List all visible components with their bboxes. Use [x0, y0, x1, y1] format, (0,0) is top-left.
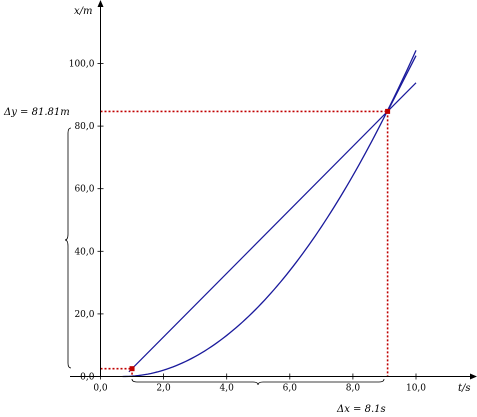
series-curve-upper: [387, 55, 417, 112]
series-secant: [128, 82, 417, 373]
series-group: [122, 50, 417, 378]
points: [129, 108, 391, 372]
x-axis-title: t/s: [458, 383, 471, 394]
y-tick-label: 0,0: [80, 373, 95, 383]
y-tick-label: 40,0: [74, 247, 94, 257]
braces: [64, 127, 385, 386]
x-tick-label: 10,0: [406, 384, 426, 394]
marked-point: [385, 108, 391, 114]
y-axis-arrow: [97, 0, 104, 7]
x-tick-label: 2,0: [156, 384, 171, 394]
guide-lines: [100, 110, 389, 377]
y-tick-label: 60,0: [74, 185, 94, 195]
x-tick-label: 8,0: [346, 384, 361, 394]
delta-x-brace: [131, 378, 385, 386]
series-curve: [122, 50, 417, 378]
marked-point: [129, 366, 135, 372]
x-axis-arrow: [470, 373, 477, 380]
delta-y-brace: [64, 127, 72, 369]
delta-x-label: Δx = 8.1s: [336, 404, 386, 415]
y-tick-label: 100,0: [69, 60, 95, 70]
y-tick-label: 20,0: [74, 310, 94, 320]
delta-y-label: Δy = 81.81m: [3, 107, 70, 118]
x-tick-label: 6,0: [283, 384, 298, 394]
y-tick-label: 80,0: [74, 122, 94, 132]
axes: x/m t/s: [70, 0, 477, 394]
x-tick-label: 0,0: [93, 384, 108, 394]
x-tick-label: 4,0: [220, 384, 235, 394]
ticks: 0,0 2,0 4,0 6,0 8,0 10,0 0,0 20,0 40,0 60,0 80,0 10…: [69, 60, 427, 394]
y-axis-title: x/m: [74, 6, 93, 17]
